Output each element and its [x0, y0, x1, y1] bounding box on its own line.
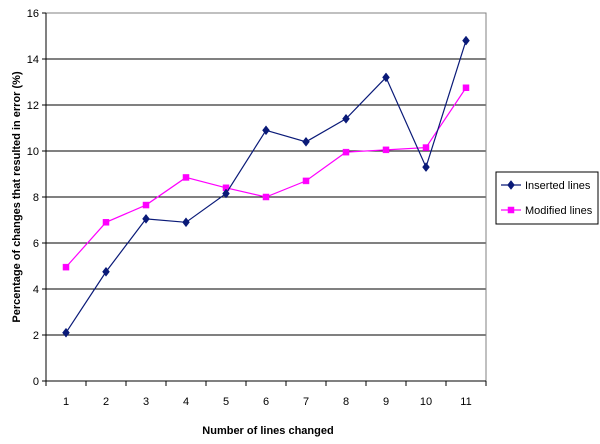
legend-marker [507, 180, 515, 190]
series [62, 35, 470, 338]
x-tick-label: 6 [263, 396, 269, 408]
data-point [382, 72, 390, 83]
series-group [62, 35, 470, 338]
y-tick-label: 8 [33, 192, 39, 204]
data-point [102, 266, 110, 277]
data-point [302, 177, 310, 185]
data-point [62, 263, 70, 271]
data-point [342, 148, 350, 156]
data-point [382, 146, 390, 154]
x-tick-label: 5 [223, 396, 229, 408]
y-tick-label: 0 [33, 376, 39, 388]
legend-label: Inserted lines [525, 180, 591, 192]
x-tick-label: 9 [383, 396, 389, 408]
data-point [422, 144, 430, 151]
data-point [142, 201, 150, 209]
data-point [302, 136, 310, 147]
x-axis-title: Number of lines changed [202, 425, 333, 437]
axes [42, 12, 487, 386]
x-tick-label: 4 [183, 396, 189, 408]
y-tick-label: 14 [27, 54, 39, 66]
data-point [462, 84, 470, 91]
y-tick-label: 6 [33, 238, 39, 250]
y-tick-label: 12 [27, 100, 39, 112]
x-tick-label: 11 [460, 396, 471, 408]
data-point [102, 219, 110, 226]
x-tick-label: 3 [143, 396, 149, 408]
legend-label: Modified lines [525, 205, 593, 217]
y-tick-label: 2 [33, 330, 39, 342]
legend-box [495, 171, 599, 225]
series-line [65, 87, 467, 268]
data-point [262, 193, 270, 201]
data-point [262, 125, 270, 136]
data-point [62, 327, 70, 338]
data-point [182, 174, 190, 181]
x-tick-label: 10 [420, 396, 432, 408]
y-tick-label: 10 [27, 146, 39, 158]
x-tick-label: 7 [303, 396, 309, 408]
data-point [342, 113, 350, 124]
y-axis-title: Percentage of changes that resulted in e… [11, 71, 23, 323]
series-group [62, 84, 470, 271]
legend: Inserted lines Modified lines [495, 171, 599, 225]
data-point [222, 188, 230, 199]
legend-marker [507, 206, 515, 214]
data-point [182, 217, 190, 228]
data-point [422, 162, 430, 173]
gridlines [46, 58, 486, 336]
y-tick-label: 4 [33, 284, 39, 296]
x-tick-label: 8 [343, 396, 349, 408]
data-point [462, 35, 470, 46]
x-tick-label: 2 [103, 396, 109, 408]
data-point [142, 213, 150, 224]
x-tick-label: 1 [63, 396, 69, 408]
y-tick-label: 16 [27, 8, 39, 20]
